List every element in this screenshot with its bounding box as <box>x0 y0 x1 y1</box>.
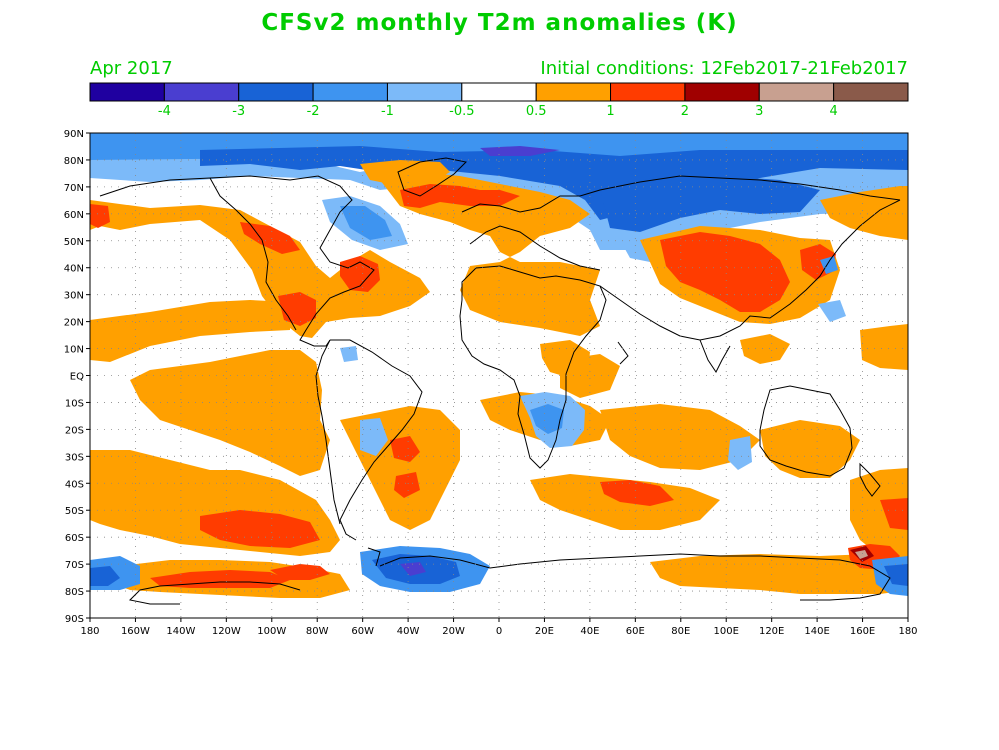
colorbar-swatch <box>163 82 240 102</box>
lon-tick-label: 0 <box>496 626 502 637</box>
colorbar-swatch <box>833 82 909 102</box>
lat-tick-label: 90S <box>65 614 84 625</box>
colorbar-label: -0.5 <box>449 104 474 119</box>
valid-month: Apr 2017 <box>90 58 173 79</box>
colorbar: -4 -3 -2 -1 -0.5 0.5 1 2 3 4 <box>89 82 909 119</box>
lon-tick-label: 140E <box>804 626 829 637</box>
lon-tick-label: 100W <box>257 626 286 637</box>
lat-tick-label: 30N <box>64 291 84 302</box>
lon-tick-label: 80W <box>306 626 329 637</box>
lon-tick-label: 80E <box>671 626 690 637</box>
lat-tick-label: 30S <box>65 452 84 463</box>
lat-tick-label: 50N <box>64 237 84 248</box>
lat-tick-label: 70S <box>65 560 84 571</box>
strong-warm-regions <box>90 184 908 588</box>
colorbar-swatch <box>89 82 165 102</box>
lat-tick-label: 50S <box>65 506 84 517</box>
colorbar-swatch <box>758 82 835 102</box>
lon-tick-label: 20W <box>442 626 465 637</box>
lon-tick-label: 140W <box>166 626 195 637</box>
lon-tick-label: 60E <box>626 626 645 637</box>
lon-tick-label: 100E <box>714 626 739 637</box>
lat-tick-label: 60N <box>64 210 84 221</box>
lon-tick-label: 40W <box>397 626 420 637</box>
colorbar-label: -3 <box>232 104 245 119</box>
lon-tick-label: 20E <box>535 626 554 637</box>
colorbar-swatch <box>461 82 537 102</box>
colorbar-swatch <box>535 82 612 102</box>
lon-tick-label: 120W <box>212 626 241 637</box>
initial-conditions: Initial conditions: 12Feb2017-21Feb2017 <box>540 58 908 79</box>
lon-tick-label: 160W <box>121 626 150 637</box>
extreme-warm-spots <box>850 546 874 562</box>
lat-tick-label: 20S <box>65 425 84 436</box>
lat-tick-label: 80S <box>65 587 84 598</box>
colorbar-swatch <box>386 82 463 102</box>
colorbar-swatch <box>610 82 686 102</box>
colorbar-swatch <box>238 82 314 102</box>
lon-tick-label: 40E <box>580 626 599 637</box>
colorbar-swatch <box>684 82 760 102</box>
lon-tick-label: 160E <box>850 626 875 637</box>
lat-tick-label: 20N <box>64 318 84 329</box>
lat-tick-label: 40N <box>64 264 84 275</box>
lon-tick-label: 180 <box>80 626 99 637</box>
lat-tick-label: 40S <box>65 479 84 490</box>
map-title: CFSv2 monthly T2m anomalies (K) <box>261 10 738 36</box>
lat-tick-label: 10S <box>65 398 84 409</box>
coastlines <box>99 157 901 605</box>
lon-tick-label: 180 <box>898 626 917 637</box>
colorbar-label: 4 <box>829 104 837 119</box>
lon-tick-label: 60W <box>351 626 374 637</box>
lat-tick-label: 90N <box>64 129 84 140</box>
lat-tick-label: 80N <box>64 156 84 167</box>
lat-tick-label: 60S <box>65 533 84 544</box>
colorbar-label: -4 <box>158 104 171 119</box>
colorbar-swatch <box>312 82 388 102</box>
colorbar-label: 3 <box>755 104 763 119</box>
cold-anomaly-regions <box>90 256 908 596</box>
colorbar-label: -2 <box>307 104 320 119</box>
colorbar-label: 1 <box>606 104 614 119</box>
axis-labels: 90N 80N 70N 60N 50N 40N 30N 20N 10N EQ 10S 20S 30S 40… <box>64 129 918 637</box>
colorbar-label: 2 <box>681 104 689 119</box>
colorbar-label: 0.5 <box>526 104 547 119</box>
lat-tick-label: EQ <box>70 372 84 383</box>
anomaly-map <box>90 133 908 618</box>
lat-tick-label: 70N <box>64 183 84 194</box>
colorbar-label: -1 <box>381 104 394 119</box>
lat-tick-label: 10N <box>64 345 84 356</box>
lon-tick-label: 120E <box>759 626 784 637</box>
